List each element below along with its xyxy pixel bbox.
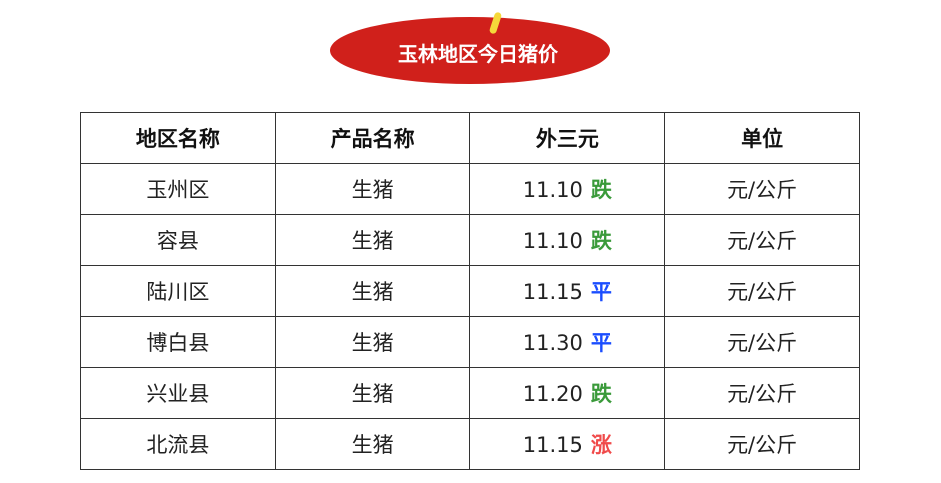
unit-cell: 元/公斤 xyxy=(664,316,860,368)
header-product: 产品名称 xyxy=(274,112,471,164)
product-cell: 生猪 xyxy=(274,367,471,419)
trend-badge: 跌 xyxy=(590,178,612,202)
region-cell: 兴业县 xyxy=(80,367,276,419)
price-value: 11.15 xyxy=(522,280,583,304)
product-cell: 生猪 xyxy=(274,418,471,470)
unit-cell: 元/公斤 xyxy=(664,418,860,470)
table-row: 兴业县 生猪 11.20 跌 元/公斤 xyxy=(80,367,860,419)
price-cell: 11.30 平 xyxy=(469,316,666,368)
price-cell: 11.15 涨 xyxy=(469,418,666,470)
header-region: 地区名称 xyxy=(80,112,276,164)
region-cell: 玉州区 xyxy=(80,163,276,215)
price-value: 11.15 xyxy=(522,433,583,457)
table-row: 博白县 生猪 11.30 平 元/公斤 xyxy=(80,316,860,368)
product-cell: 生猪 xyxy=(274,163,471,215)
table-row: 容县 生猪 11.10 跌 元/公斤 xyxy=(80,214,860,266)
region-cell: 容县 xyxy=(80,214,276,266)
price-cell: 11.20 跌 xyxy=(469,367,666,419)
trend-badge: 跌 xyxy=(590,229,612,253)
unit-cell: 元/公斤 xyxy=(664,367,860,419)
title-banner xyxy=(330,17,610,84)
table-row: 北流县 生猪 11.15 涨 元/公斤 xyxy=(80,418,860,470)
price-cell: 11.10 跌 xyxy=(469,163,666,215)
table-header-row: 地区名称 产品名称 外三元 单位 xyxy=(80,112,860,164)
product-cell: 生猪 xyxy=(274,316,471,368)
unit-cell: 元/公斤 xyxy=(664,265,860,317)
table-row: 玉州区 生猪 11.10 跌 元/公斤 xyxy=(80,163,860,215)
price-cell: 11.10 跌 xyxy=(469,214,666,266)
region-cell: 北流县 xyxy=(80,418,276,470)
price-table: 地区名称 产品名称 外三元 单位 玉州区 生猪 11.10 跌 元/公斤 容县 生猪… xyxy=(80,112,860,470)
header-unit: 单位 xyxy=(664,112,860,164)
trend-badge: 平 xyxy=(590,331,612,355)
product-cell: 生猪 xyxy=(274,265,471,317)
trend-badge: 平 xyxy=(590,280,612,304)
table-row: 陆川区 生猪 11.15 平 元/公斤 xyxy=(80,265,860,317)
price-value: 11.10 xyxy=(522,229,583,253)
unit-cell: 元/公斤 xyxy=(664,163,860,215)
header-price: 外三元 xyxy=(469,112,666,164)
unit-cell: 元/公斤 xyxy=(664,214,860,266)
product-cell: 生猪 xyxy=(274,214,471,266)
trend-badge: 跌 xyxy=(590,382,612,406)
price-value: 11.20 xyxy=(522,382,583,406)
price-value: 11.30 xyxy=(522,331,583,355)
price-value: 11.10 xyxy=(522,178,583,202)
page-title: 玉林地区今日猪价 xyxy=(398,42,558,66)
price-cell: 11.15 平 xyxy=(469,265,666,317)
trend-badge: 涨 xyxy=(590,433,612,457)
region-cell: 陆川区 xyxy=(80,265,276,317)
region-cell: 博白县 xyxy=(80,316,276,368)
